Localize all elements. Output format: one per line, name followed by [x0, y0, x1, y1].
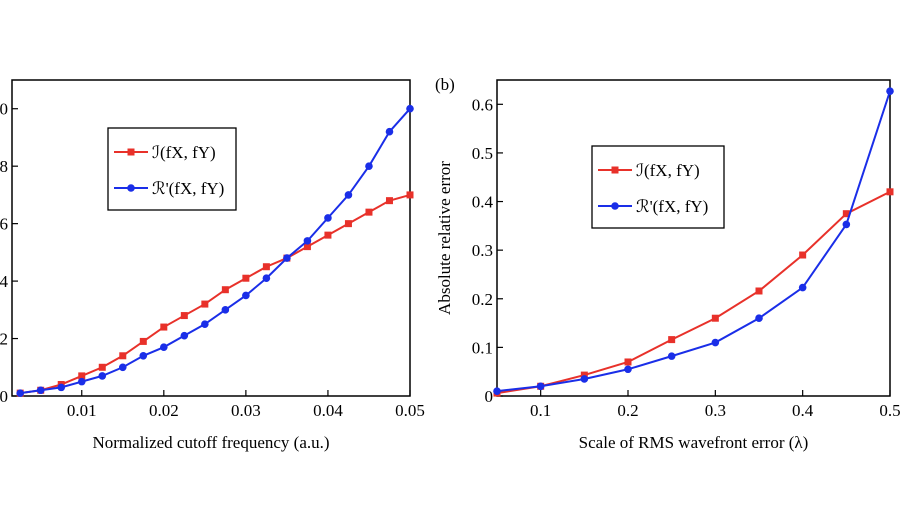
x-tick-label: 0.01	[67, 401, 97, 420]
x-tick-label: 0.03	[231, 401, 261, 420]
y-tick-label: 0.6	[0, 215, 8, 234]
data-point	[262, 274, 271, 283]
data-point	[711, 314, 719, 322]
x-tick-label: 0.05	[395, 401, 425, 420]
data-point	[580, 375, 589, 383]
data-point	[303, 243, 311, 251]
data-point	[139, 351, 148, 360]
data-point	[365, 208, 373, 216]
x-tick-label: 0.3	[705, 401, 726, 420]
y-axis-label: Absolute relative error	[435, 161, 454, 315]
data-point	[283, 254, 291, 262]
series-line	[496, 90, 891, 393]
plot-frame	[11, 79, 411, 397]
data-point	[262, 263, 270, 271]
legend-label: ℐ(fX, fY)	[152, 143, 216, 162]
data-point	[799, 251, 807, 259]
y-tick-label: 0.4	[472, 193, 494, 212]
x-tick-label: 0.2	[617, 401, 638, 420]
data-point	[180, 331, 189, 340]
x-tick-label: 0.02	[149, 401, 179, 420]
data-point	[242, 274, 250, 282]
x-axis-label: Scale of RMS wavefront error (λ)	[579, 433, 809, 452]
y-tick-label: 0.2	[0, 330, 8, 349]
legend-label: ℛ'(fX, fY)	[152, 179, 224, 198]
plot-frame	[496, 79, 891, 397]
data-point	[755, 287, 763, 295]
y-tick-label: 0	[485, 387, 494, 406]
data-point	[160, 343, 168, 351]
y-tick-label: 0.2	[472, 290, 493, 309]
data-point	[711, 338, 720, 347]
x-axis-label: Normalized cutoff frequency (a.u.)	[92, 433, 329, 452]
legend-box	[591, 145, 725, 229]
data-point	[365, 162, 373, 170]
data-point	[98, 372, 107, 380]
y-tick-label: 0.4	[0, 272, 9, 291]
data-point	[98, 363, 106, 371]
y-tick-label: 1.0	[0, 100, 8, 119]
data-point	[406, 104, 414, 113]
data-point	[324, 231, 332, 239]
data-point	[385, 127, 394, 136]
data-point	[57, 383, 66, 392]
data-point	[160, 323, 168, 331]
data-point	[406, 191, 414, 199]
data-point	[580, 371, 588, 379]
data-point	[668, 336, 676, 344]
x-tick-label: 0.5	[879, 401, 900, 420]
x-tick-label: 0.4	[792, 401, 814, 420]
data-point	[201, 300, 209, 308]
y-tick-label: 0.1	[472, 338, 493, 357]
data-point	[303, 237, 312, 245]
data-point	[119, 352, 127, 360]
legend-label: ℛ'(fX, fY)	[636, 197, 708, 216]
data-point	[324, 214, 332, 222]
legend-marker	[127, 148, 135, 156]
series-line	[496, 190, 891, 395]
data-point	[139, 337, 147, 345]
panel-label: (b)	[435, 75, 455, 94]
data-point	[755, 314, 763, 323]
data-point	[667, 352, 676, 360]
data-point	[385, 197, 393, 205]
legend-box	[107, 127, 237, 211]
data-point	[886, 87, 894, 95]
data-point	[221, 286, 229, 294]
data-point	[118, 363, 127, 372]
data-point	[842, 220, 851, 229]
data-point	[77, 377, 86, 386]
data-point	[180, 312, 188, 320]
data-point	[36, 386, 45, 395]
data-point	[16, 389, 25, 397]
x-tick-label: 0.04	[313, 401, 343, 420]
data-point	[78, 372, 86, 380]
legend-marker	[611, 166, 619, 174]
data-point	[842, 210, 850, 218]
data-point	[536, 382, 545, 391]
y-tick-label: 0.0	[0, 387, 8, 406]
data-point	[624, 365, 632, 374]
data-point	[624, 358, 632, 366]
data-point	[344, 191, 353, 199]
data-point	[201, 320, 209, 328]
legend-marker	[127, 184, 135, 192]
data-point	[242, 291, 250, 300]
data-point	[221, 306, 230, 314]
x-tick-label: 0.1	[530, 401, 551, 420]
y-tick-label: 0.3	[472, 241, 493, 260]
data-point	[886, 188, 894, 196]
y-tick-label: 0.8	[0, 157, 8, 176]
data-point	[344, 220, 352, 228]
legend-marker	[611, 202, 619, 210]
data-point	[798, 283, 807, 292]
legend-label: ℐ(fX, fY)	[636, 161, 700, 180]
y-tick-label: 0.5	[472, 144, 493, 163]
data-point	[493, 387, 501, 395]
y-tick-label: 0.6	[472, 95, 493, 114]
